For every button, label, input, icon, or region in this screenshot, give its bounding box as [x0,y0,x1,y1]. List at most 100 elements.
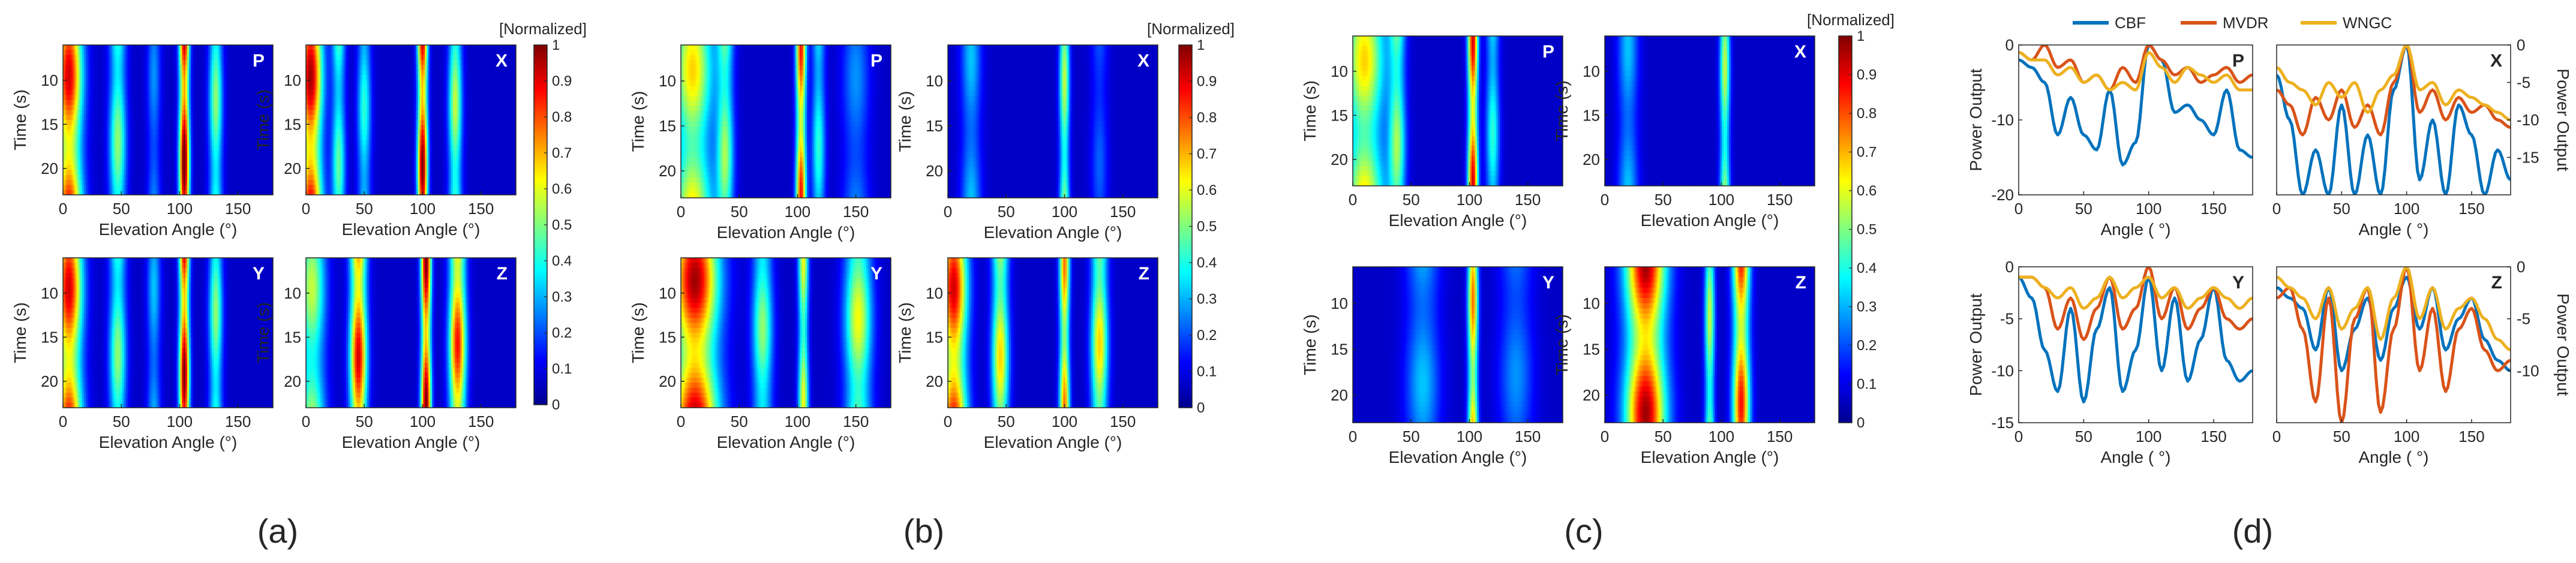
heatmap-a-p-cell [103,80,106,86]
heatmap-a-p-cell [163,105,165,110]
heatmap-a-p-cell [232,130,235,136]
heatmap-a-p-cell [84,80,86,86]
heatmap-a-p-cell [180,165,182,170]
heatmap-a-x-cell [335,90,338,95]
heatmap-a-p-cell [119,140,121,146]
heatmap-a-x-cell [470,50,473,56]
heatmap-a-x-cell [398,70,401,76]
heatmap-a-p-cell [253,70,256,76]
heatmap-a-p-cell [112,100,115,106]
heatmap-a-x-cell [484,70,487,76]
heatmap-a-p-cell [257,50,260,56]
heatmap-a-x-cell [454,85,457,91]
heatmap-a-p-cell [71,189,74,195]
heatmap-a-x-cell [449,50,452,56]
heatmap-a-x-cell [385,95,387,101]
heatmap-a-x-cell [379,65,382,71]
heatmap-a-p-cell [150,135,153,140]
heatmap-a-x-cell [486,65,488,71]
heatmap-a-p-cell [119,50,121,56]
heatmap-a-p-cell [189,185,191,191]
heatmap-a-p-cell [239,125,242,131]
heatmap-a-p-cell [190,105,193,110]
heatmap-a-p-cell [271,80,273,86]
heatmap-a-x-cell [449,90,452,95]
heatmap-a-p-cell [213,100,216,106]
heatmap-a-x-cell [309,60,312,65]
heatmap-a-x-cell [306,100,308,106]
heatmap-a-p-cell [232,60,235,65]
heatmap-a-x-cell [314,85,317,91]
heatmap-a-p-cell [245,120,247,125]
heatmap-a-p-cell [80,140,83,146]
heatmap-a-x-cell [377,50,380,56]
heatmap-a-x-cell [339,55,341,61]
heatmap-a-p-cell [229,185,232,191]
heatmap-a-x-cell [451,85,454,91]
heatmap-a-p-cell [119,135,121,140]
heatmap-a-p-cell [218,185,221,191]
heatmap-a-x-cell [509,80,511,86]
heatmap-a-p-cell [269,170,272,176]
heatmap-a-p-cell [145,155,148,161]
heatmap-a-x-cell [460,55,463,61]
heatmap-a-p-cell [243,50,245,56]
heatmap-a-x-cell [472,65,475,71]
heatmap-a-p-cell [185,150,188,155]
heatmap-a-p-cell [92,185,95,191]
heatmap-a-p-cell [175,75,178,80]
heatmap-a-x-cell [313,45,316,50]
heatmap-a-x-cell [343,100,345,106]
heatmap-a-p-cell [115,100,118,106]
heatmap-a-p-cell [231,189,233,195]
heatmap-a-p-cell [75,110,77,116]
heatmap-a-p-cell [150,185,153,191]
heatmap-a-p-cell [189,170,191,176]
heatmap-a-p-cell [218,70,221,76]
heatmap-a-p-cell [241,174,244,180]
heatmap-a-x-cell [502,70,505,76]
heatmap-a-p-cell [243,120,245,125]
heatmap-a-p-cell [192,155,195,161]
heatmap-a-x-cell [337,90,340,95]
heatmap-a-x-cell [461,50,464,56]
heatmap-a-p-cell [213,80,216,86]
heatmap-a-p-cell [148,110,151,116]
heatmap-a-p-cell [215,120,218,125]
heatmap-a-x-cell [428,55,431,61]
heatmap-a-x-cell [372,95,375,101]
heatmap-a-p-cell [131,105,134,110]
heatmap-a-x-cell [460,65,463,71]
heatmap-a-p-cell [147,80,149,86]
heatmap-a-x-cell [495,45,497,50]
heatmap-a-p-cell [148,60,151,65]
heatmap-a-p-cell [80,85,83,91]
heatmap-a-x-cell [448,65,450,71]
heatmap-a-p-cell [203,189,205,195]
heatmap-a-x-cell [332,60,335,65]
heatmap-a-p-cell [100,100,102,106]
heatmap-a-x-cell [395,60,398,65]
heatmap-a-p-cell [64,125,67,131]
heatmap-a-p-cell [171,50,174,56]
heatmap-a-p-cell [178,110,181,116]
heatmap-a-p-cell [113,50,116,56]
heatmap-a-p-cell [98,50,100,56]
heatmap-a-p-cell [218,85,221,91]
heatmap-a-x-cell [358,85,361,91]
heatmap-a-p-cell [238,180,241,185]
heatmap-a-p-cell [115,140,118,146]
heatmap-a-p-cell [117,170,119,176]
heatmap-a-x-cell [505,65,508,71]
heatmap-a-p-cell [73,174,76,180]
heatmap-a-x-cell [490,85,492,91]
heatmap-a-p-cell [96,75,98,80]
heatmap-a-p-cell [117,110,119,116]
heatmap-a-p-cell [234,174,237,180]
heatmap-a-p-cell [84,90,86,95]
heatmap-a-p-cell [259,50,262,56]
heatmap-a-p-cell [136,65,139,71]
heatmap-a-p-cell [145,95,148,101]
heatmap-a-p-cell [63,185,65,191]
heatmap-a-x-cell [503,45,506,50]
